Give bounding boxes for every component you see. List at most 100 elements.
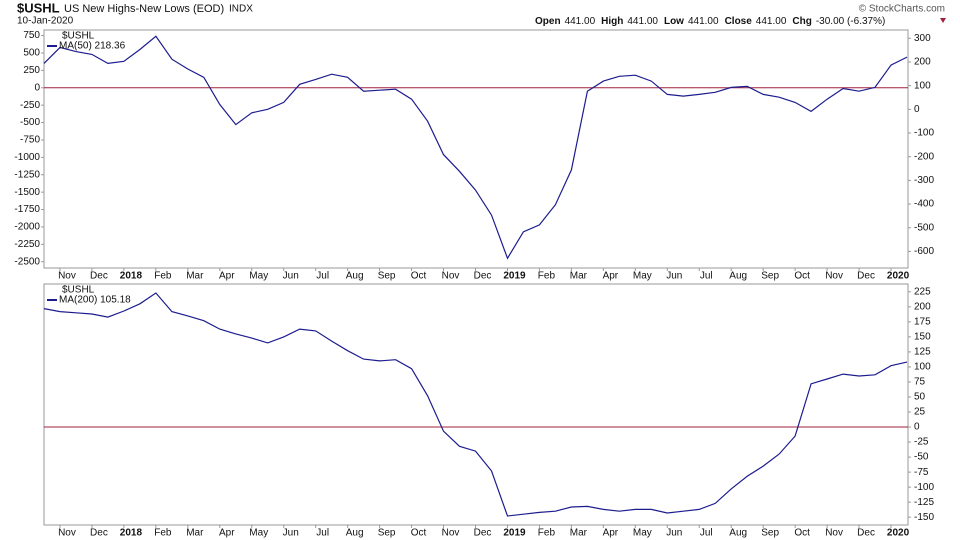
y-tick-label: -250 (20, 100, 40, 111)
y-tick-label: 0 (914, 104, 920, 115)
x-tick-label: Dec (90, 271, 108, 282)
x-tick-label: Nov (442, 528, 460, 539)
y-tick-label: -150 (914, 512, 934, 523)
y-tick-label: -200 (914, 151, 934, 162)
x-tick-label: Apr (603, 271, 619, 282)
y-tick-label: -600 (914, 246, 934, 257)
x-tick-label: Jul (700, 528, 713, 539)
quote-label: High (601, 16, 623, 27)
y-tick-label: -100 (914, 128, 934, 139)
y-tick-label: -750 (20, 135, 40, 146)
y-tick-label: 75 (914, 377, 926, 388)
x-tick-label: Nov (58, 271, 76, 282)
x-tick-label: May (249, 271, 268, 282)
exchange: INDX (229, 4, 253, 15)
x-tick-label: Mar (570, 528, 588, 539)
x-tick-label: 2018 (120, 528, 143, 539)
x-tick-label: Feb (154, 528, 172, 539)
y-tick-label: 250 (23, 65, 40, 76)
x-tick-label: Jun (283, 528, 299, 539)
quote-value: 441.00 (688, 16, 719, 27)
y-tick-label: 500 (23, 48, 40, 59)
plot-frame (43, 283, 909, 526)
line-series (43, 292, 908, 517)
quote-label: Low (664, 16, 684, 27)
quote-label: Chg (792, 16, 811, 27)
x-tick-label: Feb (154, 271, 172, 282)
x-tick-label: Mar (186, 528, 204, 539)
symbol: $USHL (17, 0, 60, 15)
y-tick-label: 300 (914, 33, 931, 44)
y-tick-label: -1500 (14, 187, 40, 198)
x-tick-label: Feb (538, 528, 556, 539)
quote-value: 441.00 (627, 16, 658, 27)
quote-label: Open (535, 16, 561, 27)
date: 10-Jan-2020 (17, 16, 74, 27)
y-tick-label: 125 (914, 347, 931, 358)
x-tick-label: 2019 (503, 271, 526, 282)
x-tick-label: Apr (219, 528, 235, 539)
quote: Open 441.00 High 441.00 Low 441.00 Close 441.00… (535, 16, 885, 27)
y-tick-label: 200 (914, 57, 931, 68)
legend-label: MA(200) 105.18 (59, 295, 131, 306)
x-tick-label: May (633, 528, 652, 539)
y-tick-label: -500 (914, 222, 934, 233)
y-tick-label: -50 (914, 452, 929, 463)
x-tick-label: Oct (794, 528, 810, 539)
x-tick-label: Dec (474, 271, 492, 282)
x-tick-label: Dec (90, 528, 108, 539)
line-series (43, 35, 908, 260)
legend-symbol: $USHL (62, 285, 95, 296)
x-tick-label: 2020 (887, 528, 910, 539)
x-tick-label: May (249, 528, 268, 539)
y-tick-label: -1250 (14, 169, 40, 180)
x-tick-label: Feb (538, 271, 556, 282)
quote-value: -30.00 (-6.37%) (816, 16, 885, 27)
y-tick-label: 200 (914, 301, 931, 312)
y-tick-label: -400 (914, 199, 934, 210)
quote-value: 441.00 (565, 16, 596, 27)
y-tick-label: 225 (914, 286, 931, 297)
y-tick-label: -1000 (14, 152, 40, 163)
y-tick-label: -100 (914, 482, 934, 493)
x-tick-label: Aug (729, 528, 747, 539)
x-tick-label: 2018 (120, 271, 143, 282)
plot-frame (43, 29, 909, 269)
y-tick-label: -500 (20, 117, 40, 128)
x-tick-label: Oct (411, 528, 427, 539)
y-tick-label: -300 (914, 175, 934, 186)
credit: © StockCharts.com (859, 4, 945, 15)
y-tick-label: 100 (914, 362, 931, 373)
quote-label: Close (725, 16, 753, 27)
x-tick-label: Apr (219, 271, 235, 282)
x-tick-label: Jun (666, 271, 682, 282)
y-tick-label: 25 (914, 407, 926, 418)
quote-value: 441.00 (756, 16, 787, 27)
x-tick-label: Jul (700, 271, 713, 282)
legend-label: MA(50) 218.36 (59, 41, 126, 52)
x-tick-label: Jun (666, 528, 682, 539)
x-tick-label: Nov (58, 528, 76, 539)
y-tick-label: -2250 (14, 239, 40, 250)
x-tick-label: Sep (378, 271, 396, 282)
y-tick-label: -125 (914, 497, 934, 508)
x-tick-label: Oct (411, 271, 427, 282)
x-tick-label: Aug (346, 271, 364, 282)
y-tick-label: 0 (34, 82, 40, 93)
x-tick-label: Sep (761, 528, 779, 539)
x-tick-label: Apr (603, 528, 619, 539)
change-arrow (940, 18, 946, 23)
x-tick-label: Jul (316, 271, 329, 282)
x-tick-label: Sep (378, 528, 396, 539)
y-tick-label: 750 (23, 30, 40, 41)
x-tick-label: Jun (283, 271, 299, 282)
y-tick-label: -2500 (14, 256, 40, 267)
x-tick-label: Dec (857, 528, 875, 539)
x-tick-label: Dec (474, 528, 492, 539)
legend-symbol: $USHL (62, 31, 95, 42)
x-tick-label: 2020 (887, 271, 910, 282)
x-tick-label: Nov (825, 528, 843, 539)
symbol-name: US New Highs-New Lows (EOD) (64, 3, 224, 15)
x-tick-label: Jul (316, 528, 329, 539)
